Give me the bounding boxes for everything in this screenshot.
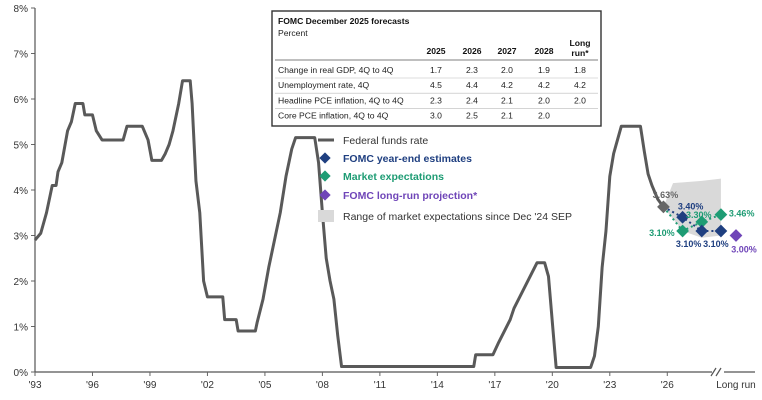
axis-break-mark [715, 367, 722, 377]
table-cell: 2.3 [430, 95, 442, 105]
label-market-2027: 3.30% [686, 210, 712, 220]
label-fomc-2028: 3.10% [703, 239, 729, 249]
axis-break-mark [710, 367, 717, 377]
legend-label-longrun: FOMC long-run projection* [343, 190, 478, 202]
table-cell: 2.0 [538, 111, 550, 121]
legend-label-range: Range of market expectations since Dec '… [343, 211, 572, 223]
legend: Federal funds rate FOMC year-end estimat… [318, 135, 572, 223]
table-cell: 2.4 [466, 95, 478, 105]
y-tick-label: 6% [14, 95, 29, 106]
label-fomc-2026: 3.40% [678, 201, 704, 211]
data-labels: 3.63%3.40%3.10% 3.10%3.10%3.30% 3.46%3.00% [649, 190, 757, 255]
x-tick-label: '17 [488, 380, 501, 391]
legend-swatch-fomc [319, 152, 331, 164]
y-tick-label: 7% [14, 50, 29, 61]
y-tick-label: 2% [14, 277, 29, 288]
market-expectations-line [662, 206, 722, 233]
table-cell: 2.0 [574, 95, 586, 105]
y-tick-label: 8% [14, 4, 29, 15]
fomc-estimates-line [662, 205, 721, 232]
table-cell: 2.0 [501, 65, 513, 75]
x-tick-label: '14 [431, 380, 444, 391]
fomc-long-run-marker [729, 229, 743, 242]
fed-funds-line [33, 79, 665, 369]
table-cell: 2.1 [501, 95, 513, 105]
table-cell: 1.7 [430, 65, 442, 75]
table-cell: 2.5 [466, 111, 478, 121]
x-tick-label: '23 [603, 380, 616, 391]
table-subtitle: Percent [278, 28, 308, 38]
table-cell: 3.0 [430, 111, 442, 121]
axes: 0% 1% 2% 3% 4% 5% 6% 7% 8% '93 '96 '99 '02 '05 '08 '11 '… [14, 4, 756, 391]
label-market-2028: 3.46% [729, 209, 755, 219]
legend-swatch-market [319, 170, 331, 182]
table-cell: 2.0 [538, 95, 550, 105]
table-cell: 4.4 [466, 80, 478, 90]
table-border [271, 10, 602, 127]
legend-label-market: Market expectations [343, 171, 444, 183]
y-tick-label: 4% [14, 186, 29, 197]
x-tick-label: '20 [546, 380, 559, 391]
x-tick-label: '05 [258, 380, 271, 391]
table-row-label: Headline PCE inflation, 4Q to 4Q [278, 95, 404, 105]
x-tick-label: '99 [143, 380, 156, 391]
legend-label-fed-funds: Federal funds rate [343, 135, 428, 147]
table-header-long-2: run* [571, 48, 589, 58]
table-header-2026: 2026 [462, 46, 481, 56]
legend-swatch-longrun [319, 189, 331, 201]
table-row-label: Core PCE inflation, 4Q to 4Q [278, 111, 389, 121]
y-tick-label: 1% [14, 323, 29, 334]
x-tick-label: '96 [86, 380, 99, 391]
table-cell: 4.2 [501, 80, 513, 90]
x-tick-label: '93 [28, 380, 41, 391]
table-cell: 2.3 [466, 65, 478, 75]
table-body: Change in real GDP, 4Q to 4Q 1.7 2.3 2.0 1.9… [275, 65, 598, 121]
table-header-long-1: Long [570, 38, 591, 48]
table-cell: 1.8 [574, 65, 586, 75]
forecast-table: FOMC December 2025 forecasts Percent 202… [271, 10, 602, 127]
table-cell: 2.1 [501, 111, 513, 121]
table-cell: 1.9 [538, 65, 550, 75]
table-row-label: Unemployment rate, 4Q [278, 80, 370, 90]
x-tick-label: '02 [201, 380, 214, 391]
label-current-rate: 3.63% [653, 190, 679, 200]
table-row-label: Change in real GDP, 4Q to 4Q [278, 65, 394, 75]
y-tick-label: 5% [14, 141, 29, 152]
table-cell: 4.5 [430, 80, 442, 90]
label-long-run: 3.00% [731, 245, 757, 255]
x-tick-label: '26 [661, 380, 674, 391]
y-tick-label: 0% [14, 368, 29, 379]
table-cell: 4.2 [574, 80, 586, 90]
table-header-2027: 2027 [497, 46, 516, 56]
x-tick-label: '08 [316, 380, 329, 391]
table-title: FOMC December 2025 forecasts [278, 16, 410, 26]
table-header-2028: 2028 [534, 46, 553, 56]
legend-label-fomc: FOMC year-end estimates [343, 153, 472, 165]
table-header-2025: 2025 [426, 46, 445, 56]
label-market-2026: 3.10% [649, 228, 675, 238]
series-lines [33, 79, 722, 369]
x-tick-label: Long run [716, 380, 755, 391]
label-fomc-2027: 3.10% [676, 239, 702, 249]
x-tick-label: '11 [374, 380, 387, 391]
y-tick-label: 3% [14, 232, 29, 243]
table-cell: 4.2 [538, 80, 550, 90]
legend-swatch-range [318, 210, 334, 222]
